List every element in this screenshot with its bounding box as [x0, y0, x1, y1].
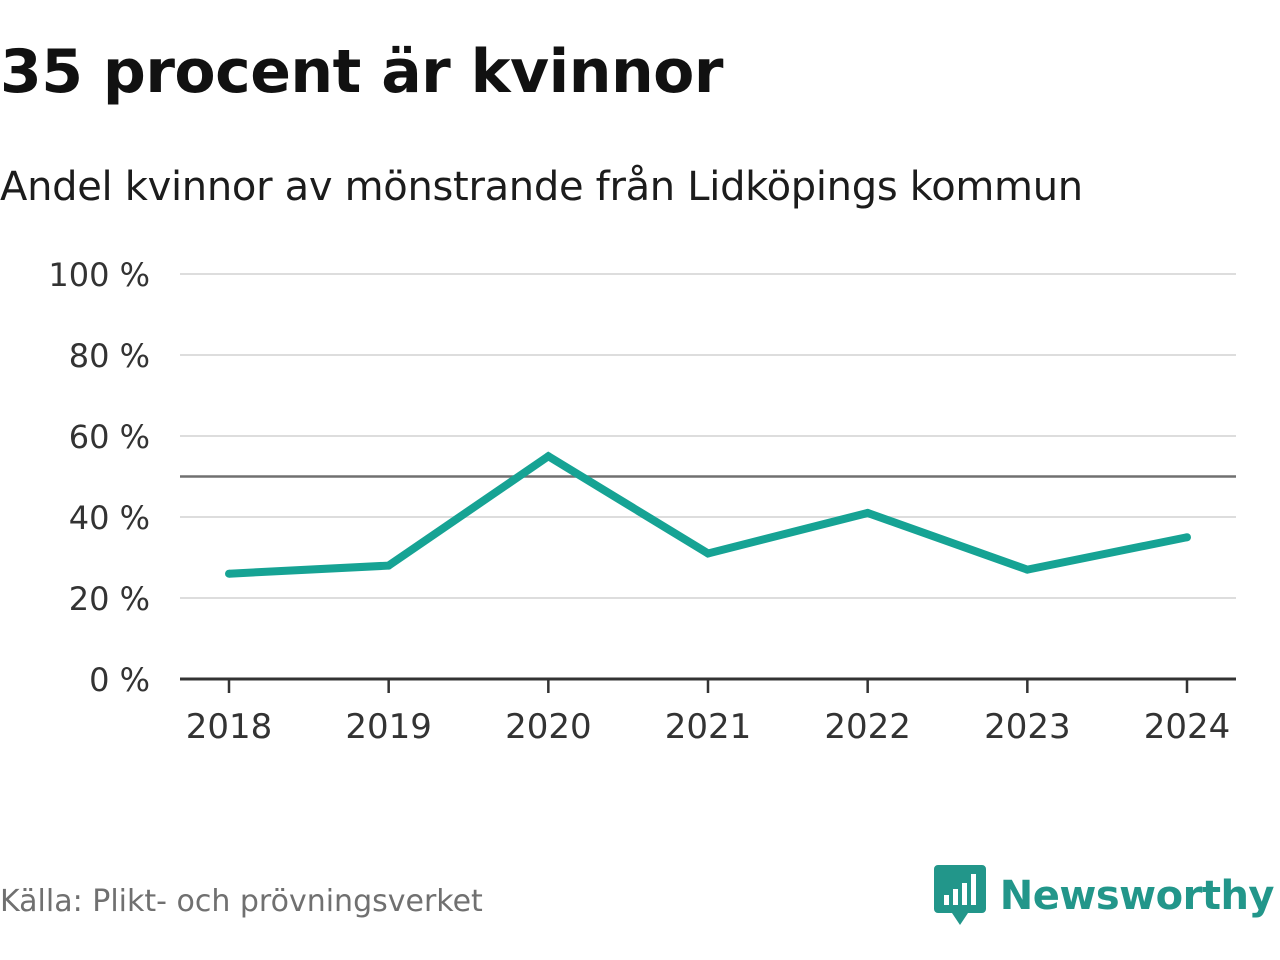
x-tick-label: 2018 [186, 707, 273, 747]
y-tick-label: 60 % [69, 418, 150, 456]
y-tick-label: 80 % [69, 337, 150, 375]
y-axis-labels: 0 % 20 % 40 % 60 % 80 % 100 % [48, 256, 150, 699]
data-point [384, 561, 393, 570]
source-note: Källa: Plikt- och prövningsverket [0, 884, 483, 919]
data-point [544, 452, 553, 461]
x-axis [180, 677, 1236, 693]
y-tick-label: 100 % [48, 256, 150, 294]
x-tick-label: 2022 [824, 707, 911, 747]
x-tick-label: 2019 [345, 707, 432, 747]
brand-logo: Newsworthy [933, 864, 1275, 928]
y-tick-label: 20 % [69, 580, 150, 618]
y-tick-label: 40 % [69, 499, 150, 537]
data-point [225, 569, 233, 578]
chart-title: 35 procent är kvinnor [0, 37, 723, 107]
x-tick-label: 2023 [984, 707, 1071, 747]
data-point [863, 508, 872, 517]
newsworthy-logo-icon [933, 865, 986, 925]
brand-name: Newsworthy [999, 873, 1275, 919]
series [225, 451, 1191, 578]
x-tick-label: 2021 [665, 707, 752, 747]
gridlines [180, 273, 1236, 599]
x-tick-label: 2024 [1144, 707, 1231, 747]
x-tick-label: 2020 [505, 707, 592, 747]
y-tick-label: 0 % [89, 661, 150, 699]
data-point [704, 549, 712, 558]
x-axis-labels: 2018 2019 2020 2021 2022 2023 2024 [186, 707, 1231, 747]
data-point [1183, 533, 1191, 542]
chart-subtitle: Andel kvinnor av mönstrande från Lidköpi… [0, 164, 1083, 210]
data-point [1023, 565, 1032, 574]
